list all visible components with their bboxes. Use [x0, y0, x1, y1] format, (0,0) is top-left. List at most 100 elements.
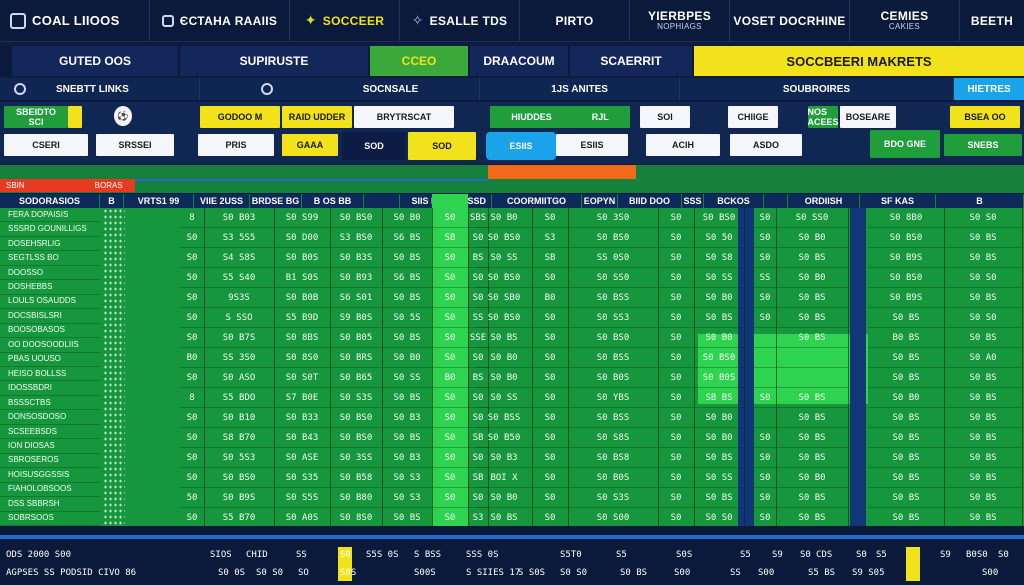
odds-cell[interactable]: S0 BS0 — [330, 408, 382, 428]
odds-cell[interactable]: S0 BS0 — [476, 228, 532, 248]
odds-cell[interactable]: BS — [468, 248, 488, 268]
odds-cell[interactable]: S0 — [180, 408, 204, 428]
odds-cell[interactable]: S0 S0 — [694, 508, 744, 528]
select-4[interactable]: GAAA — [282, 134, 338, 156]
odds-cell[interactable] — [754, 368, 776, 388]
odds-cell[interactable]: S0 BS — [382, 388, 432, 408]
odds-cell[interactable]: S0 — [754, 448, 776, 468]
odds-cell[interactable]: S0 — [754, 228, 776, 248]
odds-cell[interactable]: S0 B93 — [330, 268, 382, 288]
odds-cell[interactable]: S0 — [432, 428, 468, 448]
sub-tab-social[interactable]: SOCNSALE — [200, 78, 480, 100]
odds-cell[interactable]: S0 3S0 — [568, 208, 658, 228]
odds-cell[interactable]: SS 0S0 — [568, 248, 658, 268]
odds-cell[interactable]: S0 B0 — [694, 428, 744, 448]
odds-cell[interactable]: S0 BS — [868, 348, 944, 368]
team-name[interactable]: FERA DOPAISIS — [0, 208, 100, 223]
odds-cell[interactable]: S0 YBS — [568, 388, 658, 408]
odds-cell[interactable]: S0 B7S — [204, 328, 274, 348]
odds-cell[interactable]: S0 B3 — [382, 448, 432, 468]
odds-cell[interactable]: S5 S40 — [204, 268, 274, 288]
odds-cell[interactable]: S0 BRS — [330, 348, 382, 368]
filter-button-6[interactable]: SOI — [640, 106, 690, 128]
filter-button-9[interactable]: BOSEARE — [840, 106, 896, 128]
odds-cell[interactable]: S0 S3S — [330, 388, 382, 408]
odds-cell[interactable]: S0 BS — [868, 468, 944, 488]
odds-cell[interactable]: S0 — [532, 268, 568, 288]
column-header[interactable]: SSS — [682, 194, 704, 208]
team-name[interactable]: DSS SBBRSH — [0, 497, 100, 512]
odds-cell[interactable]: S0 BS — [382, 428, 432, 448]
odds-cell[interactable]: S0 SS — [476, 388, 532, 408]
odds-cell[interactable]: SB — [468, 468, 488, 488]
odds-cell[interactable]: S0 B0S — [274, 248, 330, 268]
odds-cell[interactable]: SB BS — [694, 388, 744, 408]
odds-cell[interactable]: S0 — [754, 208, 776, 228]
odds-cell[interactable]: S0 S3 — [382, 488, 432, 508]
odds-cell[interactable] — [754, 348, 776, 368]
odds-cell[interactable]: S0 S5S — [274, 488, 330, 508]
odds-cell[interactable]: S0 5S3 — [204, 448, 274, 468]
column-header[interactable] — [364, 194, 400, 208]
odds-cell[interactable]: S0 B05 — [330, 328, 382, 348]
odds-cell[interactable]: S0 B9S — [204, 488, 274, 508]
odds-cell[interactable]: S0 S8S — [568, 428, 658, 448]
odds-cell[interactable]: S0 SS — [382, 368, 432, 388]
filter-button-5[interactable]: HIUDDES RJL — [490, 106, 630, 128]
odds-cell[interactable]: S0 — [468, 348, 488, 368]
odds-cell[interactable]: S0 — [532, 468, 568, 488]
odds-cell[interactable]: S0 B9S — [868, 248, 944, 268]
odds-cell[interactable]: S0 BS — [776, 388, 848, 408]
column-header[interactable]: BRDSE BG — [250, 194, 302, 208]
nav-tab-6[interactable]: VOSET DOCRHINE — [730, 0, 850, 41]
odds-cell[interactable]: S0 — [532, 428, 568, 448]
odds-cell[interactable]: S0 50 — [694, 228, 744, 248]
odds-cell[interactable]: S0 B3S — [330, 248, 382, 268]
odds-cell[interactable]: S0 — [432, 328, 468, 348]
bar2-tab-c[interactable]: CCEO — [370, 46, 470, 76]
odds-cell[interactable]: S0 S3 — [382, 468, 432, 488]
odds-cell[interactable]: S0 — [754, 388, 776, 408]
odds-cell[interactable]: S0 SS0 — [568, 268, 658, 288]
odds-cell[interactable]: S0 — [532, 308, 568, 328]
odds-cell[interactable]: S5 BDO — [204, 388, 274, 408]
odds-cell[interactable]: S0 — [432, 288, 468, 308]
odds-cell[interactable]: S0 — [658, 368, 694, 388]
nav-logo[interactable]: COAL LIIOOS — [0, 0, 150, 41]
odds-cell[interactable]: S0 B10 — [204, 408, 274, 428]
select-6[interactable]: SOD — [408, 132, 476, 160]
odds-cell[interactable]: S0 BS0 — [868, 268, 944, 288]
team-name[interactable]: DOSHEBBS — [0, 280, 100, 295]
select-9[interactable]: ACIH — [646, 134, 720, 156]
nav-tab-7[interactable]: CEMIES CAKIES — [850, 0, 960, 41]
odds-cell[interactable]: S0 D00 — [274, 228, 330, 248]
odds-cell[interactable]: S0 BS — [868, 308, 944, 328]
team-name[interactable]: SOBRSOOS — [0, 512, 100, 526]
odds-cell[interactable]: 8 — [180, 208, 204, 228]
odds-cell[interactable]: S0 B0 — [776, 268, 848, 288]
odds-cell[interactable]: S0 BS — [776, 288, 848, 308]
team-crest-icon[interactable]: ⚽ — [114, 106, 132, 126]
odds-cell[interactable]: SS — [468, 308, 488, 328]
odds-cell[interactable]: S0 BS — [868, 448, 944, 468]
odds-cell[interactable]: S0 BS8 — [568, 448, 658, 468]
odds-cell[interactable]: S0 5S — [382, 308, 432, 328]
odds-cell[interactable]: S0 — [658, 348, 694, 368]
odds-cell[interactable]: SB — [468, 428, 488, 448]
odds-cell[interactable]: S0 B0 — [694, 408, 744, 428]
odds-cell[interactable]: S0 B0 — [382, 208, 432, 228]
odds-cell[interactable]: B0 — [180, 348, 204, 368]
odds-cell[interactable]: S5 B70 — [204, 508, 274, 528]
odds-cell[interactable]: S0 — [658, 488, 694, 508]
odds-cell[interactable]: S0 BS — [944, 508, 1022, 528]
odds-cell[interactable]: S0 8B0 — [868, 208, 944, 228]
odds-cell[interactable]: S0 — [432, 448, 468, 468]
odds-cell[interactable]: S0 — [180, 448, 204, 468]
odds-cell[interactable]: S0 S35 — [274, 468, 330, 488]
odds-cell[interactable]: S0 BS — [776, 488, 848, 508]
bar2-tab-b[interactable]: SUPIRUSTE — [180, 46, 370, 76]
odds-cell[interactable]: S0 — [432, 408, 468, 428]
odds-cell[interactable]: B0 — [432, 368, 468, 388]
odds-cell[interactable]: S0 BS — [944, 428, 1022, 448]
odds-cell[interactable]: S0 — [532, 508, 568, 528]
